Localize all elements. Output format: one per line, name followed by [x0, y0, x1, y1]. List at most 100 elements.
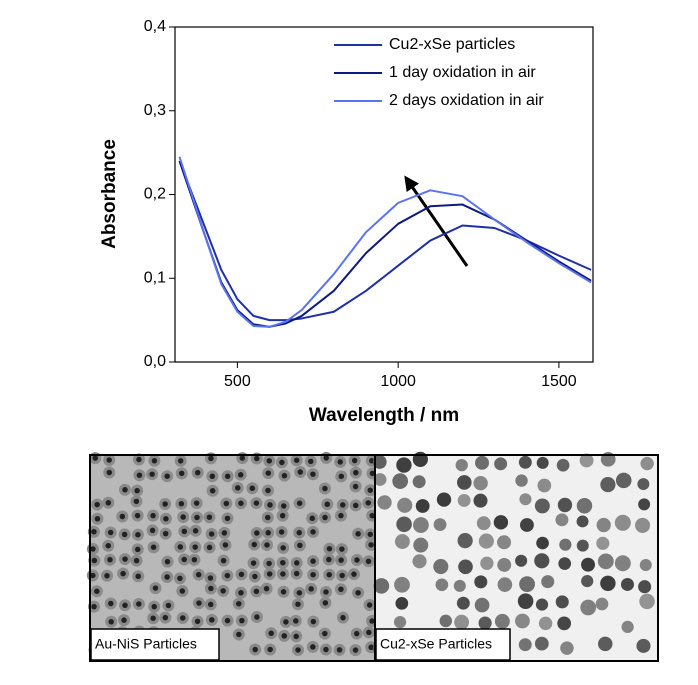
particle-core	[337, 459, 343, 465]
particle	[615, 472, 632, 489]
particle	[436, 492, 452, 507]
particle	[557, 616, 572, 631]
panel-label-box	[90, 628, 220, 661]
particle	[556, 458, 570, 472]
particle-core	[164, 473, 170, 479]
legend-label: 1 day oxidation in air	[389, 64, 536, 81]
particle-core	[106, 457, 112, 463]
particle-core	[151, 458, 158, 464]
particle	[576, 539, 589, 552]
particle-core	[280, 589, 287, 595]
particle	[555, 595, 569, 609]
particle-core	[94, 501, 100, 508]
particle-core	[268, 630, 274, 637]
particle-core	[279, 459, 285, 466]
x-axis-label: Wavelength / nm	[309, 405, 459, 426]
particle	[597, 636, 613, 652]
particle-core	[220, 557, 227, 564]
particle-core	[181, 528, 188, 535]
particle-core	[322, 514, 328, 521]
particle-core	[308, 586, 314, 592]
particle	[518, 638, 532, 652]
particle-core	[340, 502, 346, 508]
particle-core	[267, 646, 273, 653]
particle-core	[324, 501, 331, 508]
particle-core	[122, 602, 128, 609]
particle	[453, 579, 466, 592]
particle-core	[122, 487, 128, 493]
particle-core	[136, 472, 143, 478]
particle	[515, 474, 528, 487]
particle-core	[135, 531, 141, 538]
particle	[621, 620, 634, 634]
particle	[515, 613, 530, 629]
particle-core	[266, 560, 272, 567]
particle-core	[367, 531, 373, 538]
particle	[456, 596, 470, 610]
particle	[372, 454, 387, 469]
particle-core	[263, 585, 270, 592]
particle-core	[177, 575, 183, 582]
particle-core	[90, 572, 96, 579]
particle-core	[352, 483, 359, 490]
particle-core	[369, 618, 375, 624]
particle-core	[369, 512, 376, 519]
particle-core	[254, 614, 260, 620]
particle-core	[338, 557, 344, 563]
particle-core	[192, 544, 198, 550]
particle	[494, 613, 510, 629]
particle-core	[206, 544, 213, 551]
particle-core	[293, 633, 299, 640]
particle-core	[280, 559, 286, 566]
particle	[392, 473, 409, 489]
particle-core	[207, 575, 214, 581]
particle-core	[91, 603, 97, 610]
particle	[534, 636, 549, 651]
particle-core	[193, 500, 200, 506]
particle-core	[238, 500, 244, 507]
particle	[412, 554, 427, 569]
particle-core	[340, 614, 346, 621]
particle-core	[353, 630, 360, 637]
particle-core	[353, 469, 359, 476]
particle	[534, 553, 550, 569]
particle	[480, 556, 494, 570]
particle	[638, 580, 652, 594]
particle	[620, 577, 634, 591]
particle	[393, 616, 407, 629]
particle-core	[253, 500, 260, 506]
particle	[636, 638, 651, 653]
particle	[413, 517, 429, 533]
particle-core	[297, 469, 304, 475]
particle-core	[366, 602, 373, 608]
particle	[576, 515, 589, 528]
particle-core	[351, 457, 358, 464]
particle	[635, 517, 651, 533]
particle	[536, 536, 549, 550]
particle	[541, 575, 555, 589]
particle-core	[294, 560, 300, 566]
particle-core	[339, 546, 345, 552]
particle	[395, 596, 409, 610]
particle-core	[220, 588, 226, 594]
particle	[493, 515, 509, 530]
panel-label-box	[375, 628, 511, 661]
particle	[474, 597, 490, 613]
particle-core	[310, 571, 316, 578]
particle	[558, 557, 572, 570]
particle-core	[108, 619, 114, 625]
particle-core	[249, 485, 256, 492]
particle	[457, 493, 471, 507]
particle-core	[295, 601, 301, 607]
particle-core	[162, 501, 168, 507]
particle	[478, 616, 492, 630]
particle	[581, 574, 594, 588]
particle	[519, 576, 535, 593]
particle-core	[133, 557, 140, 564]
particle	[600, 575, 616, 591]
particle	[433, 518, 447, 532]
particle	[473, 475, 488, 491]
particle-core	[223, 500, 230, 507]
particle-core	[281, 472, 288, 479]
particle-core	[308, 458, 314, 465]
